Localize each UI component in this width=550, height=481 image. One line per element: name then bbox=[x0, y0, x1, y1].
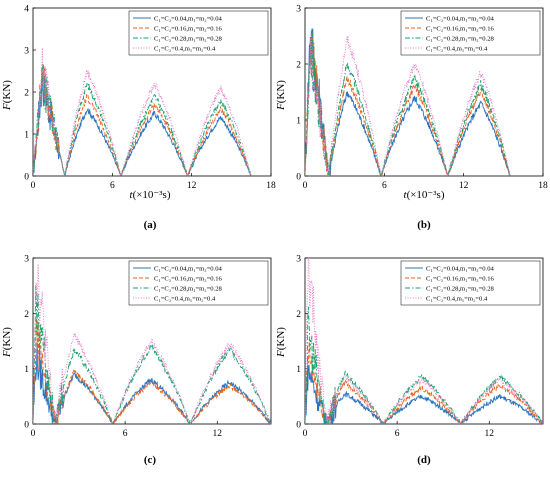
x-tick-label: 12 bbox=[213, 429, 223, 439]
series-line-2 bbox=[33, 315, 271, 424]
x-axis-label: t(×10⁻³s) bbox=[404, 189, 445, 201]
x-tick-label: 0 bbox=[31, 181, 36, 191]
y-axis-label: F(KN) bbox=[1, 80, 13, 111]
y-tick-label: 0 bbox=[296, 173, 301, 183]
legend-box bbox=[128, 260, 269, 306]
panel-label: (d) bbox=[417, 454, 431, 466]
y-tick-label: 2 bbox=[24, 89, 29, 99]
y-tick-label: 0 bbox=[296, 421, 301, 431]
y-tick-label: 1 bbox=[296, 365, 301, 375]
x-tick-label: 6 bbox=[395, 429, 400, 439]
x-tick-label: 6 bbox=[123, 429, 128, 439]
series-line-4 bbox=[305, 258, 543, 424]
panel-label: (c) bbox=[144, 454, 157, 466]
y-tick-label: 1 bbox=[24, 131, 29, 141]
series-line-3 bbox=[305, 28, 511, 176]
x-tick-label: 18 bbox=[266, 181, 276, 191]
y-tick-label: 3 bbox=[296, 5, 301, 15]
legend-entry-label: C₁=C₂=0.28,m₁=m₂=0.28 bbox=[154, 285, 223, 292]
x-tick-label: 6 bbox=[110, 181, 115, 191]
x-tick-label: 18 bbox=[538, 181, 548, 191]
panel-label: (b) bbox=[417, 219, 431, 231]
series-line-2 bbox=[305, 338, 543, 424]
legend-box bbox=[400, 260, 541, 306]
y-tick-label: 0 bbox=[24, 173, 29, 183]
series-line-1 bbox=[305, 364, 543, 424]
legend-entry-label: C₁=C₂=0.4,m₁=m₂=0.4 bbox=[426, 295, 488, 302]
series-line-4 bbox=[33, 47, 252, 176]
legend-entry-label: C₁=C₂=0.04,m₁=m₂=0.04 bbox=[426, 15, 495, 22]
legend-entry-label: C₁=C₂=0.04,m₁=m₂=0.04 bbox=[154, 265, 223, 272]
y-tick-label: 1 bbox=[24, 365, 29, 375]
plot-frame bbox=[304, 257, 544, 425]
plot-frame bbox=[304, 7, 544, 177]
y-axis-label: F(KN) bbox=[1, 327, 13, 358]
x-axis-label: t(×10⁻³s) bbox=[130, 189, 171, 201]
legend-entry-label: C₁=C₂=0.4,m₁=m₂=0.4 bbox=[154, 295, 216, 302]
x-tick-label: 6 bbox=[382, 181, 387, 191]
x-tick-label: 12 bbox=[485, 429, 495, 439]
series-line-1 bbox=[33, 69, 252, 176]
series-line-3 bbox=[33, 285, 271, 424]
series-line-2 bbox=[33, 65, 252, 176]
legend-entry-label: C₁=C₂=0.16,m₁=m₂=0.16 bbox=[154, 275, 223, 282]
y-tick-label: 3 bbox=[24, 255, 29, 265]
y-tick-label: 0 bbox=[24, 421, 29, 431]
y-tick-label: 1 bbox=[296, 117, 301, 127]
series-line-4 bbox=[33, 263, 271, 424]
series-line-1 bbox=[305, 28, 511, 176]
legend-entry-label: C₁=C₂=0.16,m₁=m₂=0.16 bbox=[426, 25, 495, 32]
legend-entry-label: C₁=C₂=0.16,m₁=m₂=0.16 bbox=[426, 275, 495, 282]
y-tick-label: 3 bbox=[296, 255, 301, 265]
legend-entry-label: C₁=C₂=0.4,m₁=m₂=0.4 bbox=[154, 45, 216, 52]
y-tick-label: 3 bbox=[24, 47, 29, 57]
legend-entry-label: C₁=C₂=0.28,m₁=m₂=0.28 bbox=[426, 285, 495, 292]
x-tick-label: 0 bbox=[303, 181, 308, 191]
y-axis-label: F(KN) bbox=[275, 327, 287, 358]
y-axis-label: F(KN) bbox=[275, 80, 287, 111]
legend-box bbox=[128, 10, 269, 56]
y-tick-label: 2 bbox=[24, 310, 29, 320]
legend-entry-label: C₁=C₂=0.28,m₁=m₂=0.28 bbox=[426, 35, 495, 42]
series-line-1 bbox=[33, 341, 271, 424]
x-tick-label: 0 bbox=[303, 429, 308, 439]
plot-frame bbox=[32, 257, 272, 425]
legend-entry-label: C₁=C₂=0.04,m₁=m₂=0.04 bbox=[426, 265, 495, 272]
y-tick-label: 2 bbox=[296, 310, 301, 320]
x-tick-label: 0 bbox=[31, 429, 36, 439]
legend-entry-label: C₁=C₂=0.28,m₁=m₂=0.28 bbox=[154, 35, 223, 42]
series-line-3 bbox=[305, 306, 543, 424]
panel-label: (a) bbox=[144, 219, 157, 231]
legend-entry-label: C₁=C₂=0.16,m₁=m₂=0.16 bbox=[154, 25, 223, 32]
legend-entry-label: C₁=C₂=0.04,m₁=m₂=0.04 bbox=[154, 15, 223, 22]
x-tick-label: 12 bbox=[459, 181, 469, 191]
y-tick-label: 4 bbox=[24, 5, 29, 15]
x-tick-label: 12 bbox=[187, 181, 197, 191]
legend-entry-label: C₁=C₂=0.4,m₁=m₂=0.4 bbox=[426, 45, 488, 52]
y-tick-label: 2 bbox=[296, 61, 301, 71]
legend-box bbox=[400, 10, 541, 56]
series-line-3 bbox=[33, 63, 252, 176]
